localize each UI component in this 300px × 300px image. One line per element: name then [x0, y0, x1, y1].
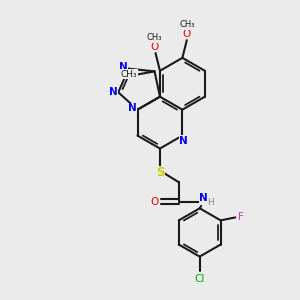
- Text: CH₃: CH₃: [121, 70, 137, 79]
- Text: Cl: Cl: [194, 274, 205, 284]
- Text: N: N: [199, 193, 208, 203]
- Text: O: O: [151, 196, 159, 206]
- Text: O: O: [150, 42, 158, 52]
- Text: F: F: [238, 212, 244, 222]
- Text: CH₃: CH₃: [146, 33, 162, 42]
- Text: N: N: [109, 87, 117, 97]
- Text: O: O: [183, 29, 191, 39]
- Text: N: N: [119, 62, 128, 72]
- Text: CH₃: CH₃: [179, 20, 195, 29]
- Text: S: S: [156, 167, 165, 179]
- Text: H: H: [208, 198, 214, 207]
- Text: N: N: [179, 136, 188, 146]
- Text: N: N: [128, 103, 136, 113]
